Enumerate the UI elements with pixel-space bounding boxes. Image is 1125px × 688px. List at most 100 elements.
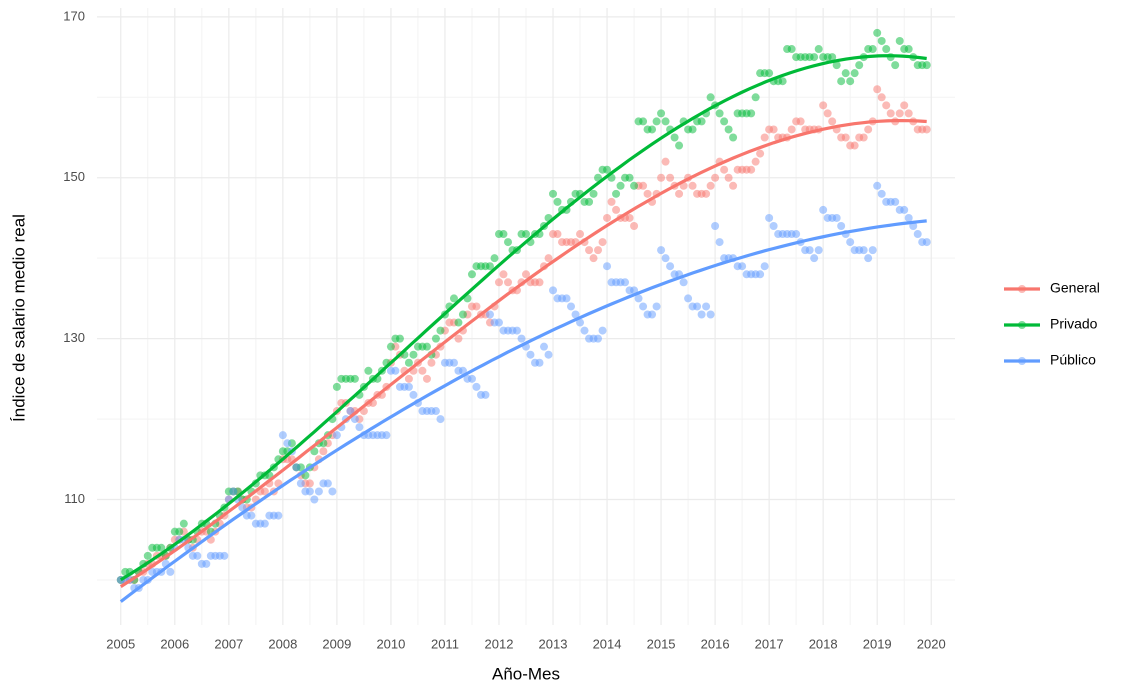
point: [260, 487, 269, 496]
point: [504, 278, 513, 287]
point: [544, 350, 553, 359]
point: [594, 246, 603, 255]
point: [832, 61, 841, 70]
point: [350, 415, 359, 424]
point: [864, 125, 873, 134]
point: [652, 117, 661, 126]
point: [657, 246, 666, 255]
point: [364, 366, 373, 375]
point: [598, 238, 607, 247]
point: [922, 61, 931, 70]
point: [328, 487, 337, 496]
point: [404, 374, 413, 383]
x-tick-label: 2009: [322, 636, 351, 651]
point: [864, 254, 873, 263]
point: [467, 270, 476, 279]
point: [810, 254, 819, 263]
point: [675, 141, 684, 150]
y-tick-label: 110: [64, 491, 85, 506]
point: [305, 479, 314, 488]
point: [607, 197, 616, 206]
point: [670, 133, 679, 142]
x-tick-label: 2012: [485, 636, 514, 651]
point: [580, 326, 589, 335]
y-tick-label: 150: [63, 169, 85, 184]
x-tick-label: 2015: [647, 636, 676, 651]
point: [639, 181, 648, 190]
x-tick-label: 2020: [917, 636, 946, 651]
point: [409, 390, 418, 399]
point: [305, 487, 314, 496]
x-axis-title: Año-Mes: [492, 664, 560, 683]
point: [616, 181, 625, 190]
point: [648, 310, 657, 319]
point: [850, 69, 859, 78]
point: [612, 189, 621, 198]
point: [589, 189, 598, 198]
point: [630, 222, 639, 231]
point: [526, 350, 535, 359]
point: [814, 45, 823, 54]
point: [877, 189, 886, 198]
point: [472, 382, 481, 391]
point: [792, 230, 801, 239]
grid: [97, 8, 955, 625]
point: [891, 61, 900, 70]
point: [891, 197, 900, 206]
point: [427, 358, 436, 367]
point: [819, 101, 828, 110]
point: [697, 310, 706, 319]
point: [666, 262, 675, 271]
point: [841, 133, 850, 142]
point: [332, 431, 341, 440]
point: [702, 302, 711, 311]
point: [576, 318, 585, 327]
point: [711, 222, 720, 231]
point: [481, 390, 490, 399]
legend-key-point: [1018, 321, 1026, 329]
point: [494, 318, 503, 327]
point: [675, 189, 684, 198]
point: [922, 238, 931, 247]
point: [832, 213, 841, 222]
point: [787, 125, 796, 134]
point: [661, 157, 670, 166]
point: [391, 366, 400, 375]
point: [666, 173, 675, 182]
point: [882, 45, 891, 54]
point: [175, 527, 184, 536]
point: [404, 382, 413, 391]
point: [260, 519, 269, 528]
y-tick-label: 130: [63, 330, 85, 345]
legend-key-point: [1018, 285, 1026, 293]
point: [567, 302, 576, 311]
point: [751, 157, 760, 166]
point: [715, 238, 724, 247]
point: [549, 286, 558, 295]
point: [544, 254, 553, 263]
point: [589, 254, 598, 263]
point: [922, 125, 931, 134]
point: [314, 487, 323, 496]
point: [886, 109, 895, 118]
point: [499, 270, 508, 279]
point: [765, 69, 774, 78]
point: [900, 205, 909, 214]
point: [648, 125, 657, 134]
point: [724, 173, 733, 182]
point: [895, 36, 904, 45]
point: [458, 310, 467, 319]
point: [292, 463, 301, 472]
point: [504, 238, 513, 247]
point: [697, 117, 706, 126]
point: [787, 45, 796, 54]
point: [657, 109, 666, 118]
legend-label: Público: [1050, 352, 1096, 368]
point: [756, 270, 765, 279]
point: [828, 53, 837, 62]
point: [760, 133, 769, 142]
point: [747, 165, 756, 174]
point: [720, 117, 729, 126]
legend: General Privado Público: [1004, 280, 1100, 368]
point: [202, 559, 211, 568]
